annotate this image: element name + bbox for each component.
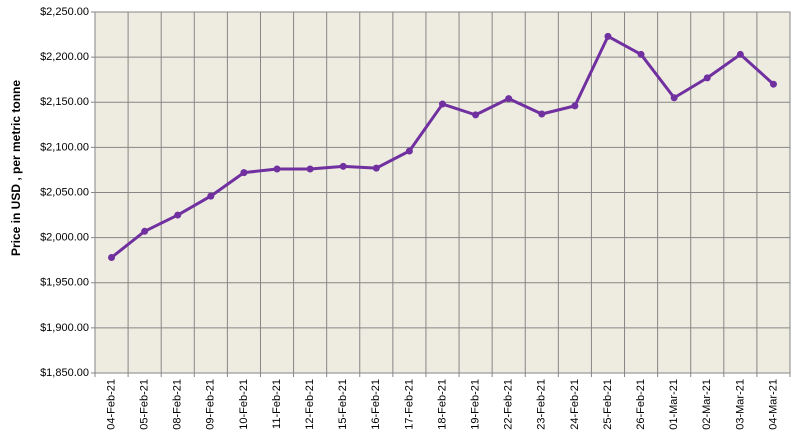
marker [207, 192, 215, 200]
x-tick-label: 24-Feb-21 [569, 379, 581, 430]
marker [505, 95, 513, 103]
x-tick-label: 08-Feb-21 [172, 379, 184, 430]
x-tick-label: 23-Feb-21 [536, 379, 548, 430]
marker [108, 253, 116, 261]
marker [372, 164, 380, 172]
x-tick-label: 04-Mar-21 [767, 379, 779, 430]
x-tick-label: 10-Feb-21 [238, 379, 250, 430]
marker [439, 100, 446, 108]
x-tick-label: 11-Feb-21 [271, 379, 283, 429]
y-tick-label: $1,900.00 [40, 322, 89, 334]
y-tick-label: $2,150.00 [40, 96, 89, 108]
marker [571, 102, 579, 110]
marker [141, 227, 149, 235]
x-tick-label: 02-Mar-21 [701, 379, 713, 430]
y-tick-label: $2,200.00 [40, 51, 89, 63]
x-tick-label: 03-Mar-21 [734, 379, 746, 430]
x-tick-label: 09-Feb-21 [205, 379, 217, 430]
marker [273, 165, 281, 173]
x-tick-label: 16-Feb-21 [370, 379, 382, 430]
y-tick-label: $1,850.00 [40, 367, 89, 379]
x-tick-label: 01-Mar-21 [668, 379, 680, 430]
x-tick-label: 04-Feb-21 [105, 379, 117, 430]
y-tick-label: $2,100.00 [40, 141, 89, 153]
x-tick-label: 19-Feb-21 [470, 379, 482, 430]
y-tick-label: $2,050.00 [40, 186, 89, 198]
x-tick-label: 22-Feb-21 [503, 379, 515, 430]
y-axis-title: Price in USD , per metric tonne [9, 80, 23, 256]
marker [604, 32, 612, 40]
marker [703, 74, 711, 82]
x-tick-label: 26-Feb-21 [635, 379, 647, 430]
marker [670, 94, 678, 102]
marker [637, 50, 645, 58]
x-tick-label: 15-Feb-21 [337, 379, 349, 430]
marker [174, 211, 182, 219]
x-tick-label: 05-Feb-21 [139, 379, 151, 430]
marker [240, 169, 248, 177]
y-tick-label: $2,250.00 [40, 6, 89, 18]
marker [306, 165, 314, 173]
marker [769, 80, 777, 88]
marker [405, 147, 413, 155]
marker [736, 50, 744, 58]
y-tick-label: $2,000.00 [40, 232, 89, 244]
x-tick-label: 25-Feb-21 [602, 379, 614, 430]
x-tick-label: 17-Feb-21 [403, 379, 415, 430]
marker [472, 111, 480, 119]
marker [339, 162, 347, 170]
y-tick-label: $1,950.00 [40, 277, 89, 289]
x-tick-label: 18-Feb-21 [436, 379, 448, 430]
x-tick-label: 12-Feb-21 [304, 379, 316, 430]
marker [538, 110, 546, 118]
